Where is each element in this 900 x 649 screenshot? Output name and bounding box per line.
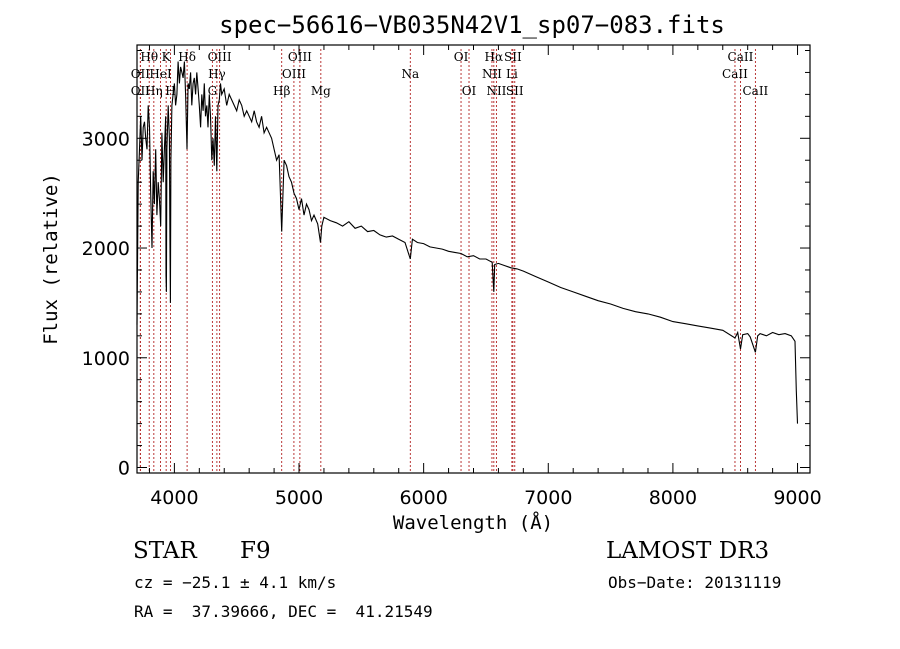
spectral-line-label: OIII (282, 67, 306, 81)
spectral-line-label: CaII (722, 67, 748, 81)
spectral-line-label: Hγ (208, 67, 226, 81)
spectral-line-label: CaII (742, 84, 768, 98)
spectral-line-label: SII (504, 50, 522, 64)
x-tick-label: 5000 (275, 487, 323, 509)
y-tick-label: 2000 (82, 238, 130, 260)
spectral-line-label: Mg (311, 84, 331, 98)
spectral-line-label: Li (506, 67, 518, 81)
spectral-line-label: OIII (288, 50, 312, 64)
spectral-line-label: Hθ (140, 50, 158, 64)
observation-date: Obs−Date: 20131119 (608, 573, 782, 592)
chart-title: spec−56616−VB035N42V1_sp07−083.fits (219, 11, 725, 39)
spectral-line-label: OII (131, 67, 151, 81)
spectral-line-label: OI (462, 84, 477, 98)
x-tick-label: 7000 (524, 487, 572, 509)
plot-frame (136, 44, 811, 474)
spectral-line-label: G (208, 84, 218, 98)
spectrum-line (136, 61, 799, 424)
survey-name: LAMOST DR3 (606, 538, 770, 564)
x-axis-ticks: 4000 5000 6000 7000 8000 9000 (148, 45, 822, 509)
spectral-line-label: SII (506, 84, 524, 98)
object-class: STAR (133, 538, 197, 564)
spectral-line-label: Hα (485, 50, 504, 64)
object-subclass: F9 (240, 538, 271, 564)
spectral-line-label: HeI (149, 67, 172, 81)
y-tick-label: 3000 (82, 128, 130, 150)
y-axis-ticks: 0 1000 2000 3000 (82, 49, 810, 480)
x-tick-label: 8000 (649, 487, 697, 509)
spectral-line-label: NII (482, 67, 502, 81)
x-axis-title: Wavelength (Å) (393, 511, 553, 534)
x-tick-label: 4000 (150, 487, 198, 509)
spectral-line-label: NII (486, 84, 506, 98)
spectral-line-label: OIII (208, 50, 232, 64)
spectral-line-label: Hδ (178, 50, 196, 64)
spectral-line-label: Na (401, 67, 419, 81)
spectral-line-label: OI (454, 50, 469, 64)
x-tick-label: 9000 (773, 487, 821, 509)
spectral-line-label: K (162, 50, 172, 64)
redshift-velocity: cz = −25.1 ± 4.1 km/s (134, 573, 337, 592)
spectral-line-label: H (165, 84, 175, 98)
x-tick-label: 6000 (399, 487, 447, 509)
y-tick-label: 1000 (82, 348, 130, 370)
sky-coordinates: RA = 37.39666, DEC = 41.21549 (134, 602, 433, 621)
spectral-line-label: OII (131, 84, 151, 98)
spectral-line-label: Hβ (273, 84, 290, 98)
y-axis-title: Flux (relative) (40, 173, 62, 345)
y-tick-label: 0 (118, 458, 130, 480)
spectral-line-label: CaII (728, 50, 754, 64)
spectral-line-markers (139, 49, 756, 473)
spectral-line-label: Hη (145, 84, 163, 98)
